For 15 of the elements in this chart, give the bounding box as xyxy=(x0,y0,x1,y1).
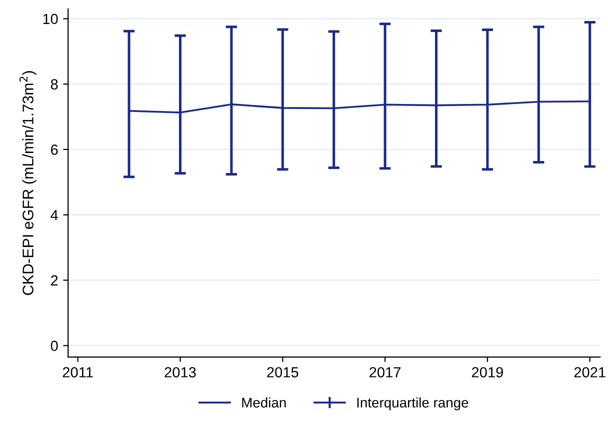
x-tick-label: 2013 xyxy=(164,367,196,378)
legend-label: Interquartile range xyxy=(357,397,468,410)
y-axis-title: CKD-EPI eGFR (mL/min/1.73m$^{2}$) xyxy=(19,71,36,295)
y-tick-label: 6 xyxy=(51,144,58,155)
y-tick-label: 4 xyxy=(50,210,58,220)
y-tick-label: 2 xyxy=(51,275,58,286)
legend-label: Median xyxy=(242,397,286,408)
x-tick-label: 2015 xyxy=(267,367,298,378)
x-tick-label: 2021 xyxy=(574,367,606,378)
x-tick-label: 2011 xyxy=(62,367,93,378)
y-tick-label: 10 xyxy=(43,14,58,24)
y-tick-label: 8 xyxy=(50,79,58,90)
x-tick-label: 2017 xyxy=(370,367,401,378)
x-tick-label: 2019 xyxy=(472,367,503,378)
y-tick-label: 0 xyxy=(50,340,58,351)
